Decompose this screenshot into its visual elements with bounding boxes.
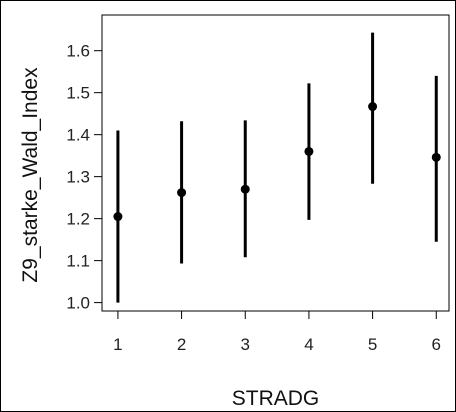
y-axis: 1.0 1.1 1.2 1.3 1.4 1.5 1.6 (66, 42, 102, 313)
y-tick-label: 1.4 (66, 126, 90, 145)
x-tick-label: 1 (113, 335, 122, 354)
data-point (368, 102, 378, 112)
x-tick-label: 4 (304, 335, 313, 354)
x-tick-label: 5 (368, 335, 377, 354)
data-point (113, 212, 123, 222)
data-point (431, 152, 441, 162)
x-axis-title: STRADG (232, 387, 320, 410)
x-tick-label: 6 (432, 335, 441, 354)
data-point (240, 184, 250, 194)
y-axis-title: Z9_starke_Wald_Index (19, 67, 42, 283)
data-point (304, 146, 314, 156)
y-tick-label: 1.1 (66, 252, 90, 271)
data-point (177, 188, 187, 198)
y-tick-label: 1.5 (66, 84, 90, 103)
y-tick-label: 1.2 (66, 210, 90, 229)
plot-area (101, 14, 450, 312)
x-tick-label: 3 (241, 335, 250, 354)
y-tick-label: 1.0 (66, 294, 90, 313)
y-tick-label: 1.3 (66, 168, 90, 187)
x-axis: 1 2 3 4 5 6 (113, 311, 441, 354)
data-marks (113, 32, 441, 303)
x-tick-label: 2 (177, 335, 186, 354)
y-tick-label: 1.6 (66, 42, 90, 61)
